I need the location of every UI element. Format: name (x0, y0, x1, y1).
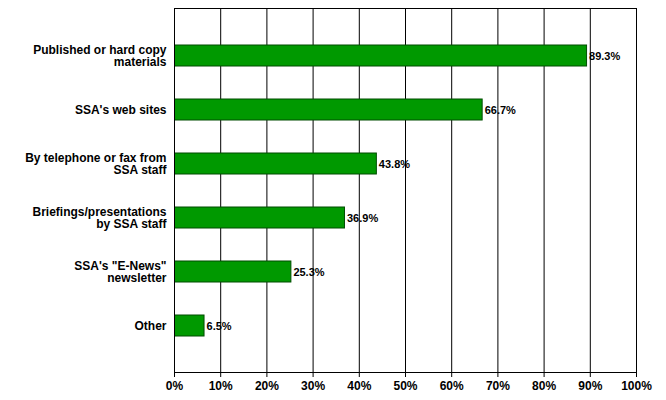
svg-text:6.5%: 6.5% (207, 320, 232, 332)
svg-text:70%: 70% (486, 379, 510, 393)
svg-text:SSA's web sites: SSA's web sites (75, 103, 167, 117)
svg-text:Other: Other (134, 319, 166, 333)
svg-text:0%: 0% (166, 379, 184, 393)
svg-text:20%: 20% (255, 379, 279, 393)
svg-text:40%: 40% (347, 379, 371, 393)
svg-text:60%: 60% (440, 379, 464, 393)
svg-text:90%: 90% (578, 379, 602, 393)
svg-text:43.8%: 43.8% (379, 158, 410, 170)
svg-text:89.3%: 89.3% (589, 50, 620, 62)
svg-text:Briefings/presentationsby SSA: Briefings/presentationsby SSA staff (32, 205, 167, 231)
svg-text:50%: 50% (393, 379, 417, 393)
svg-text:10%: 10% (209, 379, 233, 393)
svg-text:SSA's "E-News"newsletter: SSA's "E-News"newsletter (74, 259, 167, 285)
svg-text:80%: 80% (532, 379, 556, 393)
svg-text:66.7%: 66.7% (485, 104, 516, 116)
svg-text:100%: 100% (621, 379, 652, 393)
svg-text:36.9%: 36.9% (347, 212, 378, 224)
svg-text:By telephone or fax fromSSA st: By telephone or fax fromSSA staff (25, 151, 167, 177)
svg-text:25.3%: 25.3% (293, 266, 324, 278)
svg-text:Published or hard copymaterial: Published or hard copymaterials (33, 43, 167, 69)
svg-text:30%: 30% (301, 379, 325, 393)
